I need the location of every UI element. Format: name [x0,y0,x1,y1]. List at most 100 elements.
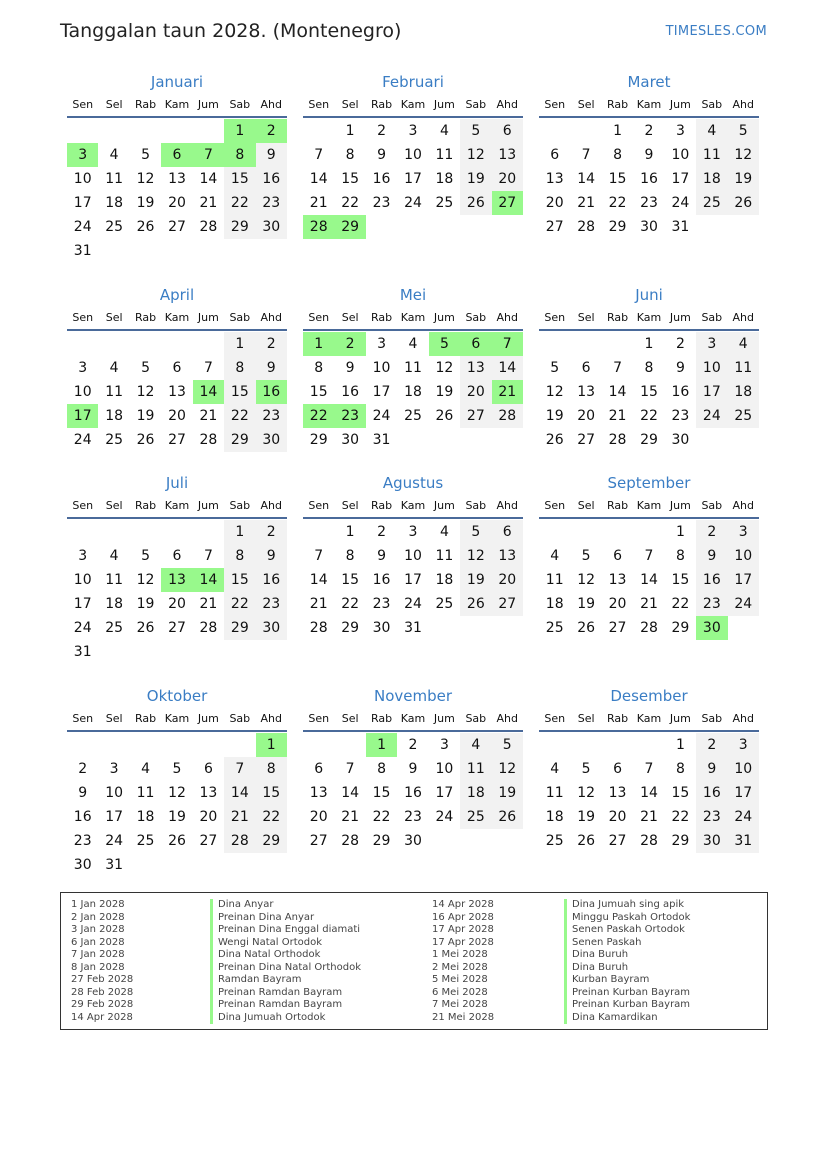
day-cell: 8 [675,548,685,564]
day-cell: 23 [696,805,728,829]
holiday-date: 16 Apr 2028 [432,911,494,923]
day-cell: 17 [727,568,759,592]
day-cell: 8 [224,356,256,380]
weekday-label: Sel [105,712,123,725]
day-cell: 15 [255,781,287,805]
day-cell: 18 [105,195,124,211]
day-cell: 9 [255,544,287,568]
weekday-label: Rab [134,712,157,725]
day-cell: 24 [73,219,92,235]
day-cell: 19 [491,781,523,805]
day-cell: 1 [644,336,654,352]
day-cell: 19 [460,568,492,592]
day-cell: 22 [255,805,287,829]
day-cell: 14 [309,572,328,588]
day-cell: 21 [491,380,523,404]
day-cell: 5 [141,548,151,564]
weekday-label: Sen [72,98,94,111]
day-cell: 22 [608,195,627,211]
month-title: September [607,474,691,492]
day-cell: 15 [309,384,328,400]
day-cell: 2 [255,119,287,143]
day-cell: 27 [168,620,186,636]
day-cell: 21 [224,805,256,829]
day-cell: 10 [727,757,759,781]
day-cell: 8 [314,360,324,376]
day-cell: 24 [435,809,454,825]
day-cell: 2 [377,123,387,139]
day-cell: 2 [78,761,88,777]
day-cell: 28 [491,404,523,428]
holiday-name: Senen Paskah [564,936,690,949]
holiday-date: 7 Mei 2028 [432,999,488,1010]
day-cell: 15 [224,568,256,592]
day-cell: 18 [460,781,492,805]
day-cell: 28 [341,833,360,849]
day-cell: 7 [613,360,623,376]
holiday-name: Preinan Kurban Bayram [564,999,690,1012]
day-cell: 9 [675,360,685,376]
day-cell: 11 [435,548,454,564]
month-juni: Juni Sen Sel Rab Kam Jum Sab Ahd 1 2 3 4 5 6 7 8 9 10 11 12… [539,283,759,452]
weekday-label: Ahd [496,712,518,725]
day-cell: 5 [491,733,523,757]
day-cell: 15 [341,171,360,187]
month-september: September Sen Sel Rab Kam Jum Sab Ahd 1 2 3 4 5 6 7 8 9 1… [539,471,759,640]
day-cell: 22 [640,408,658,424]
day-cell: 7 [581,147,591,163]
day-cell: 20 [460,380,492,404]
day-cell: 15 [608,171,627,187]
weekday-label: Sab [701,499,723,512]
day-cell: 22 [671,809,690,825]
day-cell: 21 [309,195,328,211]
day-cell: 13 [199,785,218,801]
day-cell: 29 [608,219,627,235]
day-cell: 23 [73,833,92,849]
day-cell: 3 [78,360,88,376]
weekday-label: Kam [164,311,190,324]
weekday-label: Jum [197,311,219,324]
day-cell: 29 [640,432,658,448]
weekday-label: Kam [400,311,426,324]
month-desember: Desember Sen Sel Rab Kam Jum Sab Ahd 1 2 3 4 5 6 7 8 9 10… [539,684,759,853]
day-cell: 17 [727,781,759,805]
holiday-name: Dina Buruh [564,949,690,962]
month-mei: Mei Sen Sel Rab Kam Jum Sab Ahd 1 2 3 4 5 6 7 8 9 10 11 12 1… [303,283,523,452]
day-cell: 6 [613,761,623,777]
day-cell: 12 [136,171,155,187]
day-cell: 2 [377,524,387,540]
day-cell: 4 [460,733,492,757]
holiday-date: 2 Mei 2028 [432,961,488,973]
day-cell: 1 [613,123,623,139]
day-cell: 4 [109,360,119,376]
day-cell: 30 [640,219,658,235]
day-cell: 4 [727,332,759,356]
holiday-name: Dina Jumuah sing apik [564,899,690,912]
holiday-name: Preinan Dina Anyar [210,911,361,924]
day-cell: 13 [577,384,596,400]
holiday-name: Ramdan Bayram [210,974,361,987]
day-cell: 10 [435,761,454,777]
weekday-label: Jum [197,98,219,111]
day-cell: 3 [377,336,387,352]
day-cell: 24 [404,596,422,612]
holiday-date: 27 Feb 2028 [71,974,134,985]
holiday-date: 6 Jan 2028 [71,936,125,948]
brand-link[interactable]: TIMESLES.COM [665,24,767,39]
holiday-date: 3 Jan 2028 [71,924,125,935]
day-cell: 8 [345,147,355,163]
day-cell: 2 [696,733,728,757]
day-cell: 6 [491,119,523,143]
day-cell: 14 [199,171,218,187]
day-cell: 16 [341,384,360,400]
day-cell: 28 [303,215,335,239]
weekday-label: Ahd [260,98,282,111]
day-cell: 17 [404,171,422,187]
day-cell: 4 [550,761,560,777]
day-cell: 7 [203,360,213,376]
day-cell: 19 [136,408,155,424]
weekday-header: Sen Sel Rab Kam Jum Sab Ahd [303,94,523,118]
day-cell: 23 [372,596,391,612]
weekday-label: Rab [370,499,393,512]
day-cell: 11 [136,785,155,801]
